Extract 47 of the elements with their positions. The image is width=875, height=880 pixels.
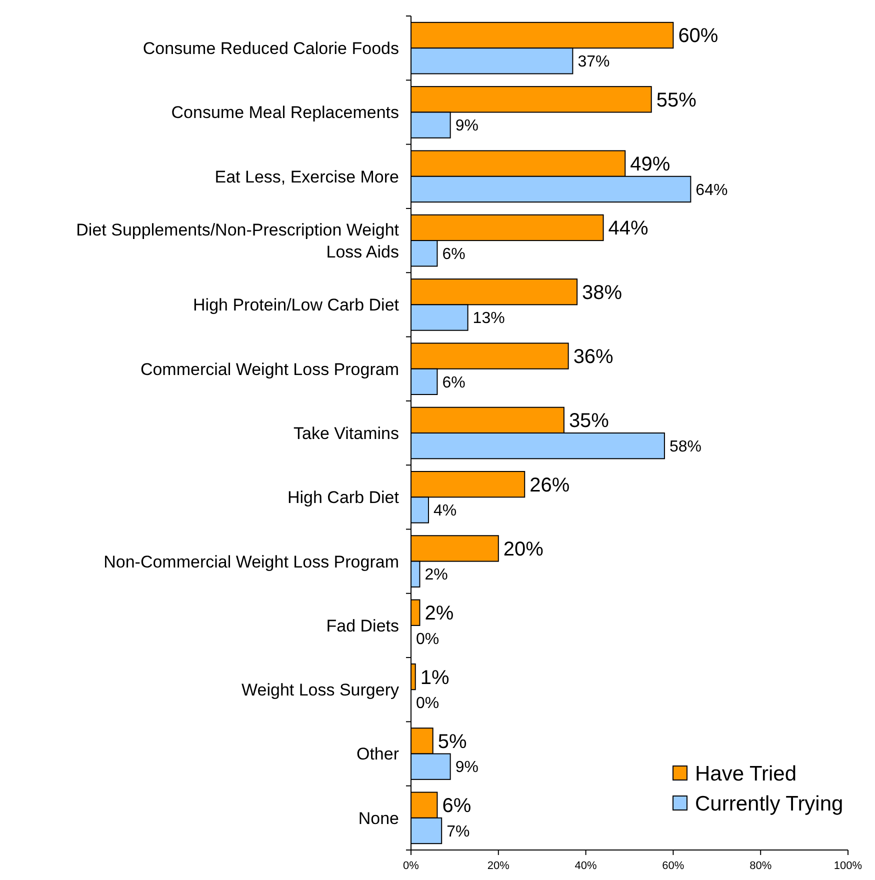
legend-label: Currently Trying: [695, 792, 844, 816]
data-label: 6%: [442, 246, 466, 263]
data-label: 6%: [442, 795, 472, 818]
y-tick-label: High Protein/Low Carb Diet: [193, 296, 400, 315]
data-label: 2%: [424, 566, 448, 584]
data-label: 6%: [442, 374, 466, 392]
y-tick-label: Fad Diets: [326, 616, 399, 636]
data-label: 9%: [455, 118, 478, 135]
x-tick-label: 20%: [487, 860, 510, 872]
y-tick-label: Weight Loss Surgery: [242, 680, 400, 700]
y-tick-label: Diet Supplements/Non-Prescription Weight Loss Aids: [76, 220, 400, 262]
data-label: 36%: [573, 346, 614, 368]
data-label: 13%: [472, 310, 505, 328]
data-label: 38%: [582, 282, 622, 304]
y-tick-label: High Carb Diet: [288, 488, 400, 508]
y-tick-label: Other: [356, 744, 400, 764]
x-tick-label: 60%: [662, 860, 684, 872]
x-tick-label: 0%: [403, 860, 420, 872]
data-label: 49%: [630, 154, 670, 176]
y-tick-label: None: [358, 808, 399, 828]
data-label: 7%: [446, 823, 470, 840]
data-label: 58%: [669, 438, 702, 456]
data-label: 35%: [568, 410, 610, 432]
data-label: 4%: [433, 502, 457, 520]
data-label: 26%: [530, 474, 570, 496]
x-tick-label: 100%: [834, 860, 862, 872]
legend-label: Have Tried: [695, 762, 797, 786]
data-label: 0%: [416, 630, 440, 648]
data-label: 9%: [455, 759, 478, 776]
y-tick-label: Consume Meal Replacements: [171, 103, 399, 122]
x-tick-label: 40%: [574, 860, 598, 872]
x-tick-label: 80%: [750, 860, 772, 872]
y-tick-label: Take Vitamins: [293, 424, 399, 443]
y-tick-label: Eat Less, Exercise More: [214, 167, 399, 186]
data-label: 37%: [578, 54, 610, 71]
data-label: 2%: [424, 602, 454, 625]
data-label: 55%: [656, 89, 697, 112]
y-tick-label: Consume Reduced Calorie Foods: [142, 39, 399, 58]
data-label: 60%: [678, 25, 718, 48]
y-tick-label: Commercial Weight Loss Program: [140, 360, 399, 379]
data-label: 1%: [420, 666, 450, 689]
y-tick-label: Non-Commercial Weight Loss Program: [104, 552, 399, 572]
data-label: 44%: [608, 218, 649, 240]
data-label: 0%: [416, 695, 440, 712]
data-label: 5%: [438, 730, 467, 753]
data-label: 64%: [696, 182, 728, 199]
data-label: 20%: [503, 538, 544, 560]
